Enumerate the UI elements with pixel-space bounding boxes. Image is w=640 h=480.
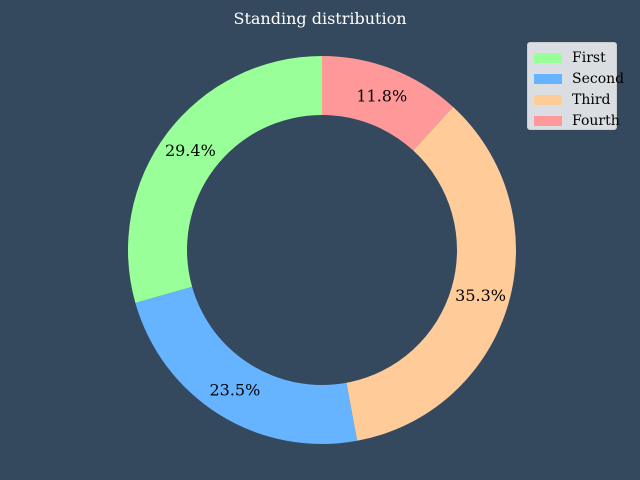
donut-slice-third — [346, 106, 516, 441]
slice-label-third: 35.3% — [455, 286, 506, 305]
legend-item-fourth: Fourth — [534, 110, 620, 131]
legend-label-second: Second — [572, 70, 625, 87]
legend-item-second: Second — [534, 68, 624, 89]
donut-labels: 29.4% 23.5% 35.3% 11.8% — [165, 87, 506, 400]
donut-slice-fourth — [322, 56, 454, 151]
chart-title: Standing distribution — [233, 9, 407, 28]
legend-label-third: Third — [572, 91, 611, 108]
slice-label-first: 29.4% — [165, 141, 216, 160]
legend-item-third: Third — [534, 89, 611, 110]
legend-swatch-second — [534, 73, 562, 84]
legend-label-fourth: Fourth — [572, 112, 620, 129]
donut-slice-second — [135, 286, 358, 444]
legend-swatch-fourth — [534, 115, 562, 126]
legend-swatch-third — [534, 94, 562, 105]
legend-swatch-first — [534, 52, 562, 63]
legend-label-first: First — [572, 49, 606, 66]
slice-label-fourth: 11.8% — [356, 87, 407, 106]
legend-item-first: First — [534, 47, 610, 68]
donut-slices — [128, 56, 516, 444]
slice-label-second: 23.5% — [209, 381, 260, 400]
chart-legend: First Second Third Fourth — [527, 42, 624, 131]
donut-slice-first — [128, 56, 322, 303]
